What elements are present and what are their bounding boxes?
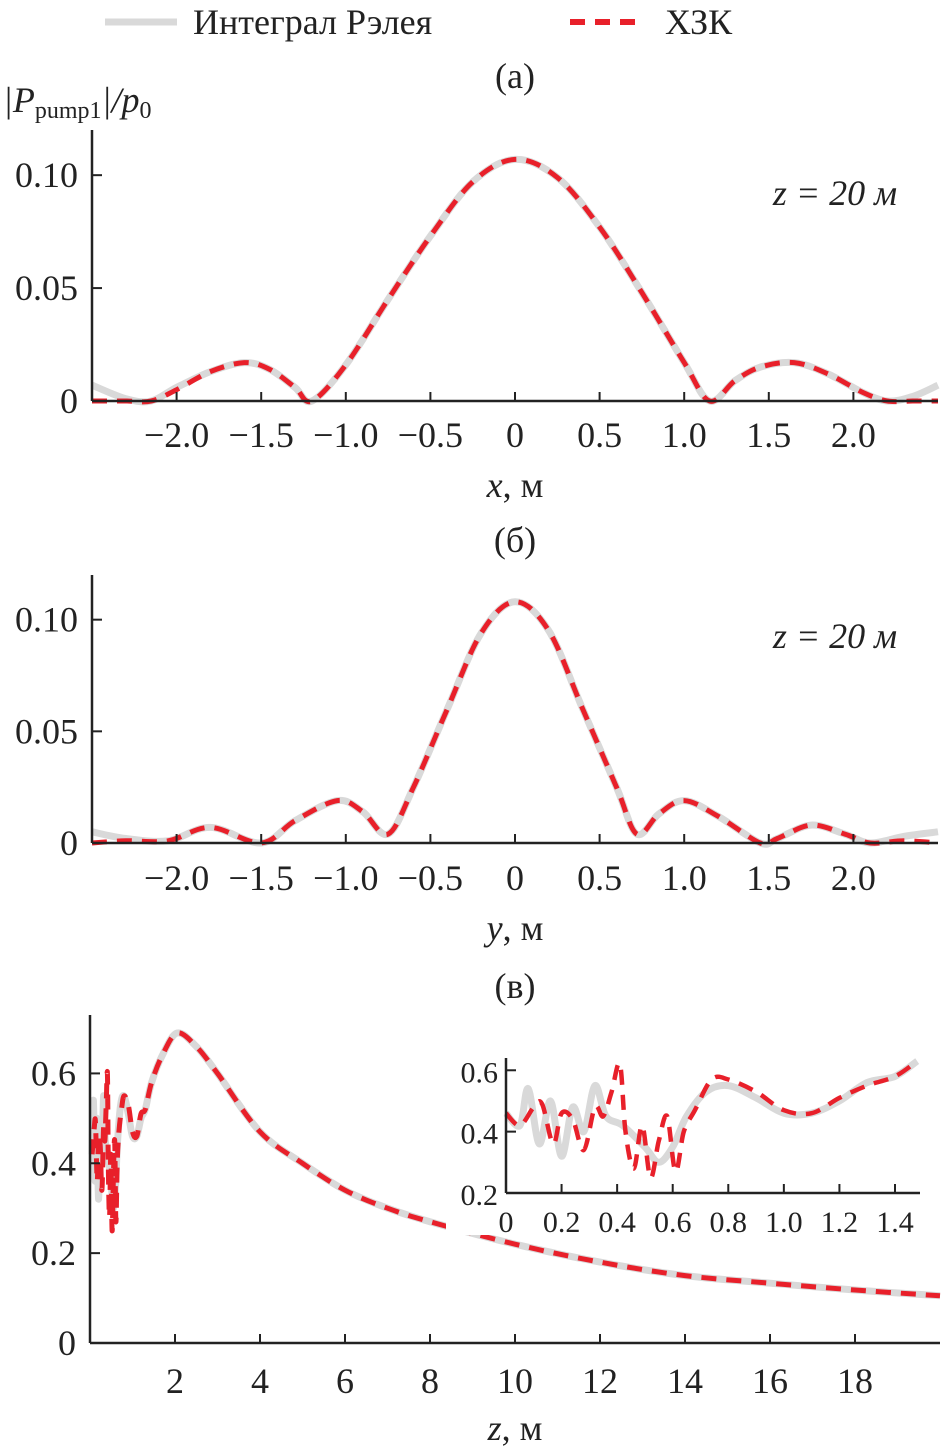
x-tick-label: 12 — [582, 1361, 618, 1401]
x-tick-label: 2 — [166, 1361, 184, 1401]
panel-b: −2.0 −1.5 −1.0 −0.5 0 0.5 1.0 1.5 2.0 0 0.05 0.10 (б… — [15, 520, 939, 948]
x-tick-label: 10 — [497, 1361, 533, 1401]
x-tick-label: 0 — [506, 858, 524, 898]
y-tick-label: 0 — [60, 823, 78, 863]
x-tick-label: 0.5 — [577, 415, 622, 455]
x-tick-label: 8 — [421, 1361, 439, 1401]
panel-title: (б) — [494, 520, 536, 560]
x-tick-label: −0.5 — [398, 858, 463, 898]
x-tick-label: −0.5 — [398, 415, 463, 455]
x-tick-label: 4 — [251, 1361, 269, 1401]
y-tick-label: 0.6 — [31, 1053, 76, 1093]
x-tick-label: 1.0 — [765, 1206, 803, 1239]
x-tick-label: 1.0 — [662, 858, 707, 898]
series-kzk-line — [504, 1059, 919, 1180]
x-axis-label: y, м — [484, 908, 544, 948]
y-tick-label: 0.05 — [15, 711, 78, 751]
x-tick-label: 0.5 — [577, 858, 622, 898]
y-tick-label: 0.4 — [31, 1143, 76, 1183]
x-tick-label: −2.0 — [144, 415, 209, 455]
annotation: z = 20 м — [772, 616, 897, 656]
annotation: z = 20 м — [772, 173, 897, 213]
x-tick-label: 2.0 — [831, 415, 876, 455]
y-tick-label: 0 — [60, 381, 78, 421]
x-tick-label: 1.0 — [662, 415, 707, 455]
x-tick-label: 0.6 — [654, 1206, 692, 1239]
y-tick-label: 0.2 — [461, 1179, 499, 1212]
x-tick-label: 0 — [506, 415, 524, 455]
x-tick-label: 1.4 — [876, 1206, 914, 1239]
x-tick-label: 1.5 — [746, 858, 791, 898]
panel-a: −2.0 −1.5 −1.0 −0.5 0 0.5 1.0 1.5 2.0 0 0.05 0.10 (a… — [15, 56, 940, 505]
legend-kzk-label: ХЗК — [665, 2, 733, 42]
x-tick-label: −1.5 — [229, 858, 294, 898]
y-tick-label: 0.05 — [15, 268, 78, 308]
x-tick-label: −1.5 — [229, 415, 294, 455]
y-tick-label: 0 — [58, 1323, 76, 1363]
x-tick-label: 6 — [336, 1361, 354, 1401]
x-axis-label: x, м — [486, 465, 544, 505]
x-tick-label: −1.0 — [313, 858, 378, 898]
x-tick-label: 0.4 — [598, 1206, 636, 1239]
x-tick-label: 0.2 — [543, 1206, 581, 1239]
legend-rayleigh-label: Интеграл Рэлея — [193, 2, 432, 42]
legend: Интеграл Рэлея ХЗК — [105, 2, 733, 42]
x-tick-label: 14 — [667, 1361, 703, 1401]
x-axis-label: z, м — [487, 1408, 543, 1448]
x-tick-label: −2.0 — [144, 858, 209, 898]
x-tick-label: 1.5 — [746, 415, 791, 455]
y-tick-label: 0.10 — [15, 600, 78, 640]
x-tick-label: −1.0 — [313, 415, 378, 455]
y-tick-label: 0.10 — [15, 155, 78, 195]
x-tick-label: 2.0 — [831, 858, 876, 898]
series-kzk-line — [91, 599, 939, 847]
panel-title: (в) — [495, 966, 536, 1006]
inset-background — [446, 1050, 930, 1235]
series-kzk-line — [89, 1030, 941, 1299]
y-tick-label: 0.2 — [31, 1233, 76, 1273]
y-tick-label: 0.4 — [461, 1118, 499, 1151]
series-kzk-line — [92, 156, 938, 405]
x-tick-label: 16 — [752, 1361, 788, 1401]
x-tick-label: 1.2 — [821, 1206, 859, 1239]
x-tick-label: 0 — [499, 1206, 514, 1239]
x-tick-label: 18 — [837, 1361, 873, 1401]
panel-title: (a) — [495, 56, 535, 96]
panel-c-inset: 0 0.2 0.4 0.6 0.8 1.0 1.2 1.40.20.40.6 — [446, 1050, 930, 1239]
y-tick-label: 0.6 — [461, 1056, 499, 1089]
x-tick-label: 0.8 — [710, 1206, 748, 1239]
y-axis-label: |Ppump1|/p0 — [3, 80, 151, 124]
